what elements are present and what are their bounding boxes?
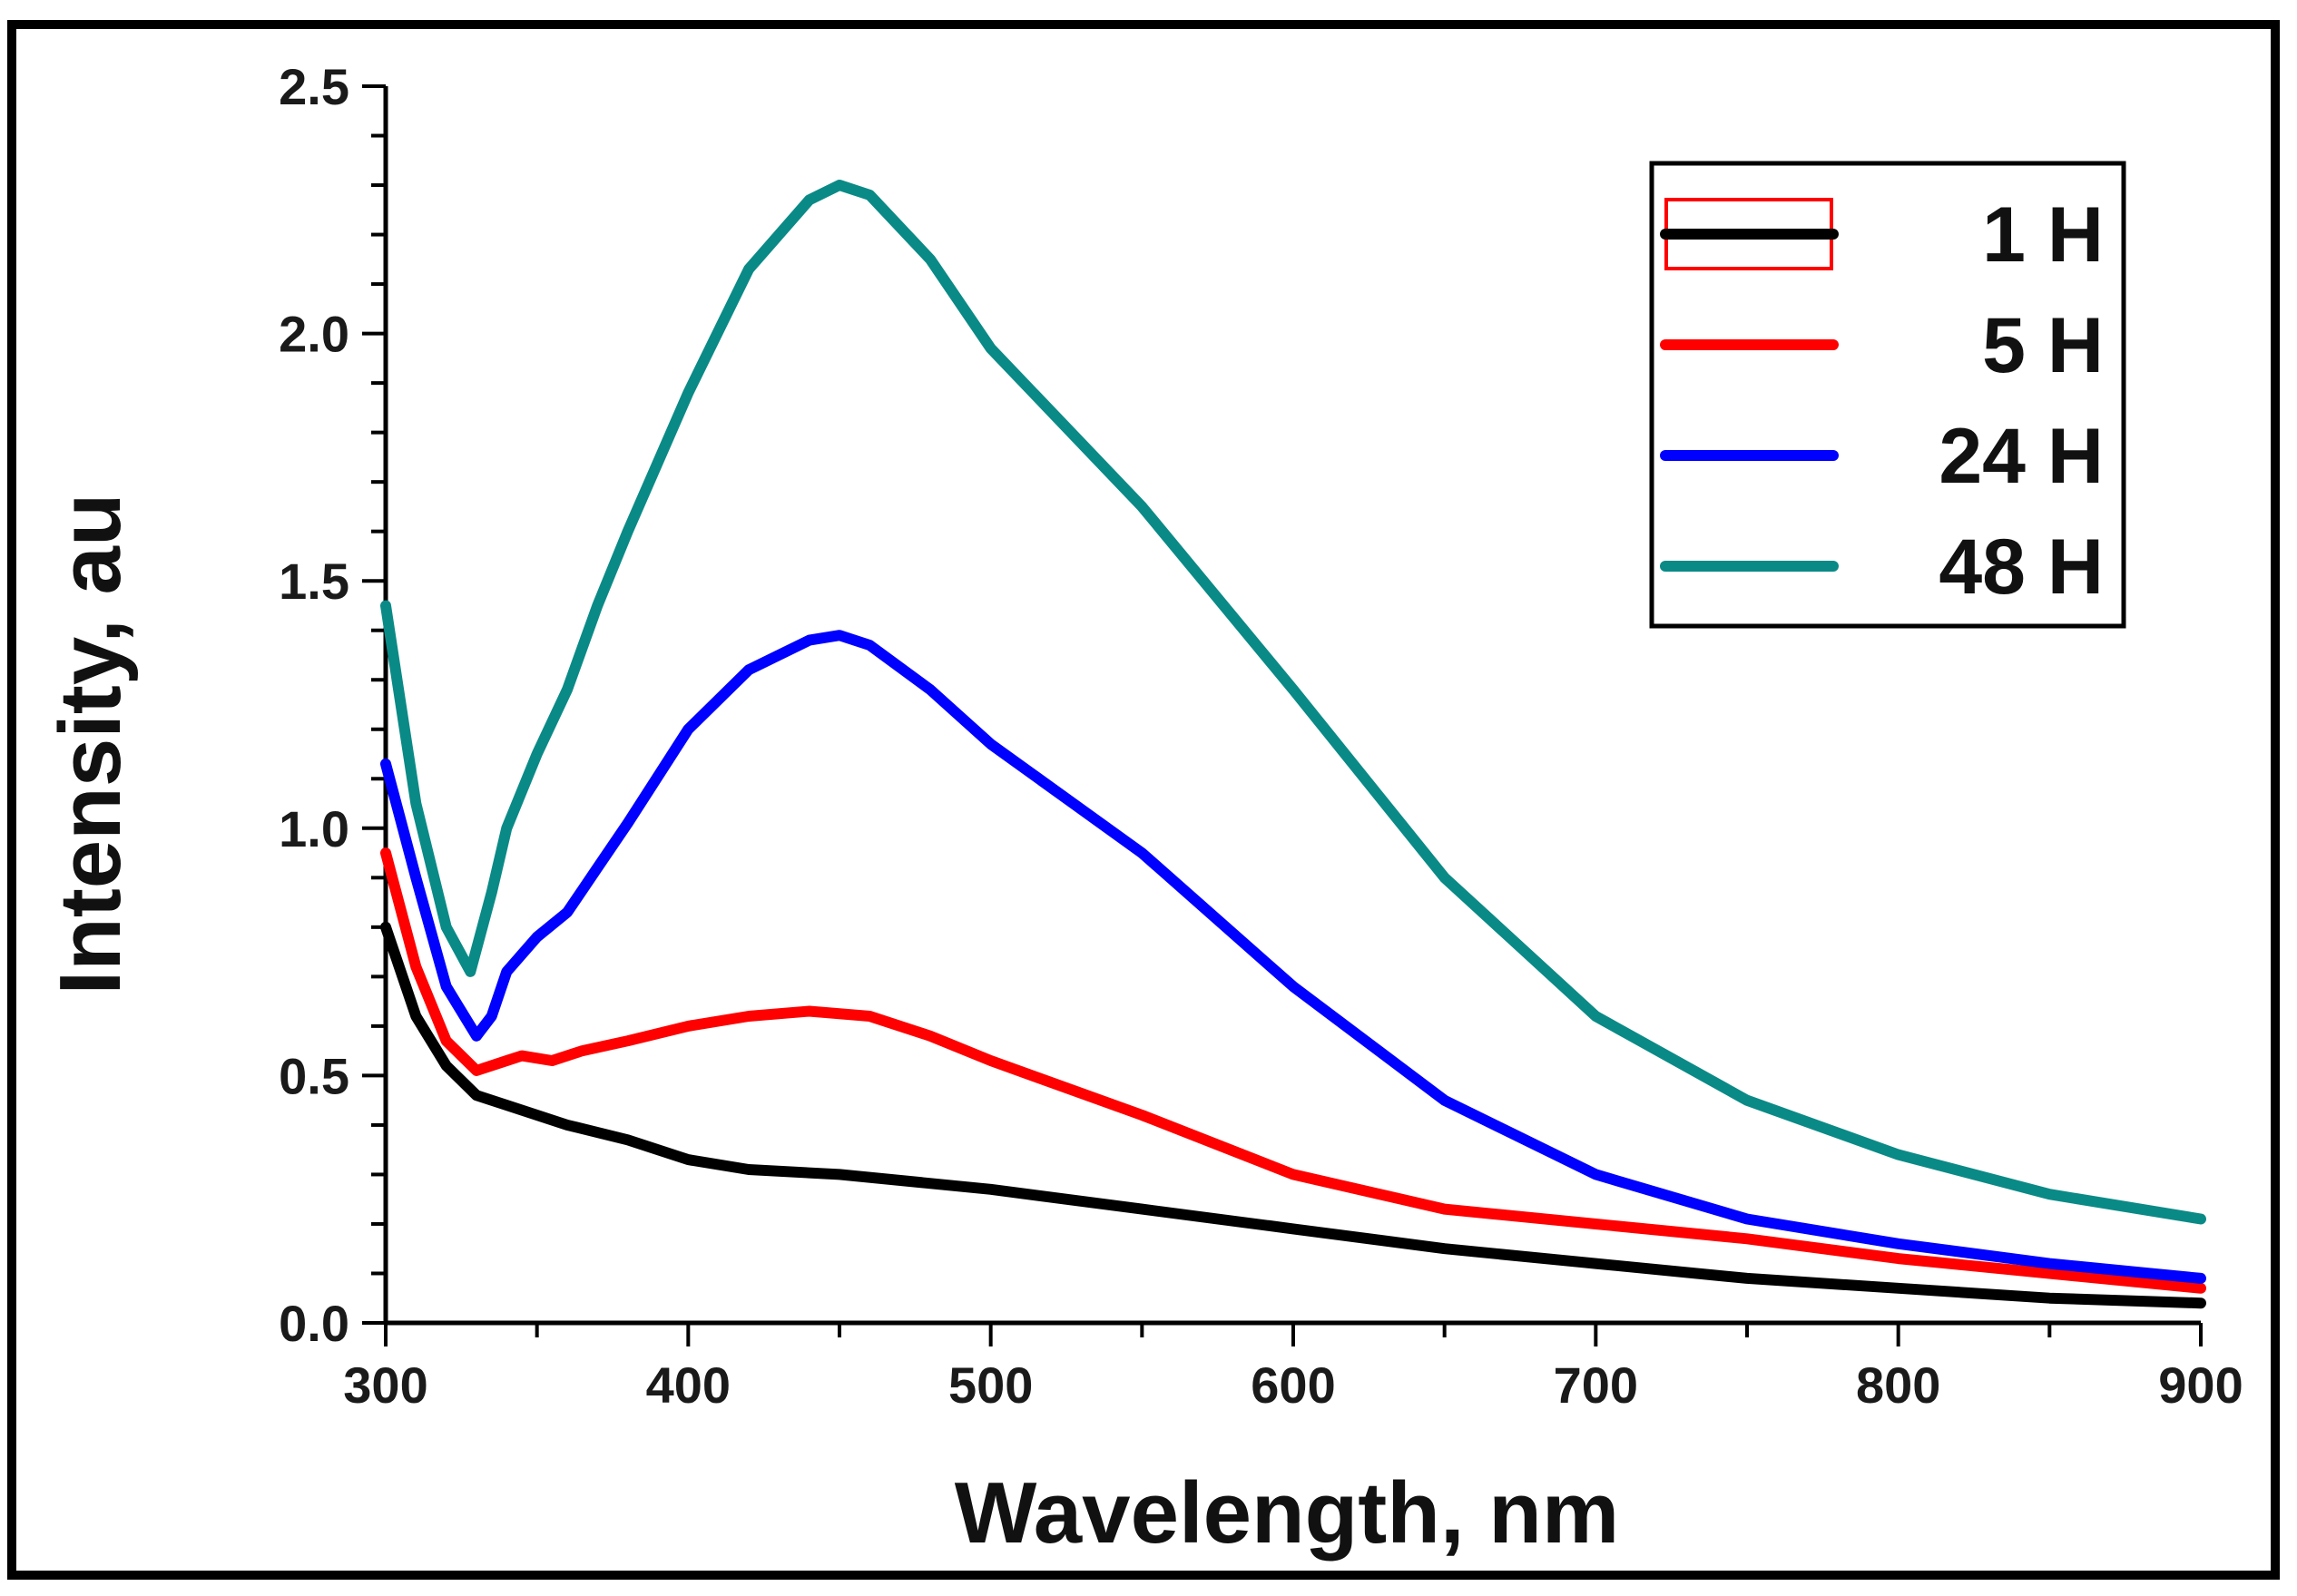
axes: 300 400 500 600 700 800 900 0.0 0.5 1.0 1.5 2.0 2.5 xyxy=(279,58,2243,1414)
y-tick-label: 1.0 xyxy=(279,800,349,857)
series-line-5-h xyxy=(380,847,2206,1294)
x-tick-label: 700 xyxy=(1554,1356,1638,1414)
legend-box xyxy=(1649,161,2126,629)
x-tick-label: 400 xyxy=(646,1356,731,1414)
x-axis-title: Wavelength, nm xyxy=(955,1464,1620,1562)
x-tick-label: 800 xyxy=(1856,1356,1940,1414)
series-line-24-h xyxy=(380,630,2206,1284)
y-tick-label: 0.0 xyxy=(279,1295,349,1352)
y-tick-label: 2.0 xyxy=(279,306,349,363)
legend-label: 5 H xyxy=(1982,302,2104,389)
series-line-1-h xyxy=(380,921,2206,1309)
y-axis-title: Intensity, au xyxy=(42,494,139,995)
x-tick-label: 600 xyxy=(1251,1356,1335,1414)
y-tick-label: 2.5 xyxy=(279,58,349,115)
legend-label: 24 H xyxy=(1939,413,2104,500)
legend: 1 H 5 H 24 H 48 H xyxy=(1649,161,2126,629)
series-line-48-h xyxy=(380,180,2206,1225)
plot-series xyxy=(380,180,2206,1309)
y-tick-label: 0.5 xyxy=(279,1047,349,1104)
y-tick-label: 1.5 xyxy=(279,553,349,610)
x-tick-label: 500 xyxy=(948,1356,1033,1414)
x-tick-label: 300 xyxy=(343,1356,427,1414)
x-tick-label: 900 xyxy=(2158,1356,2243,1414)
legend-label: 48 H xyxy=(1939,524,2104,611)
legend-label: 1 H xyxy=(1982,191,2104,279)
